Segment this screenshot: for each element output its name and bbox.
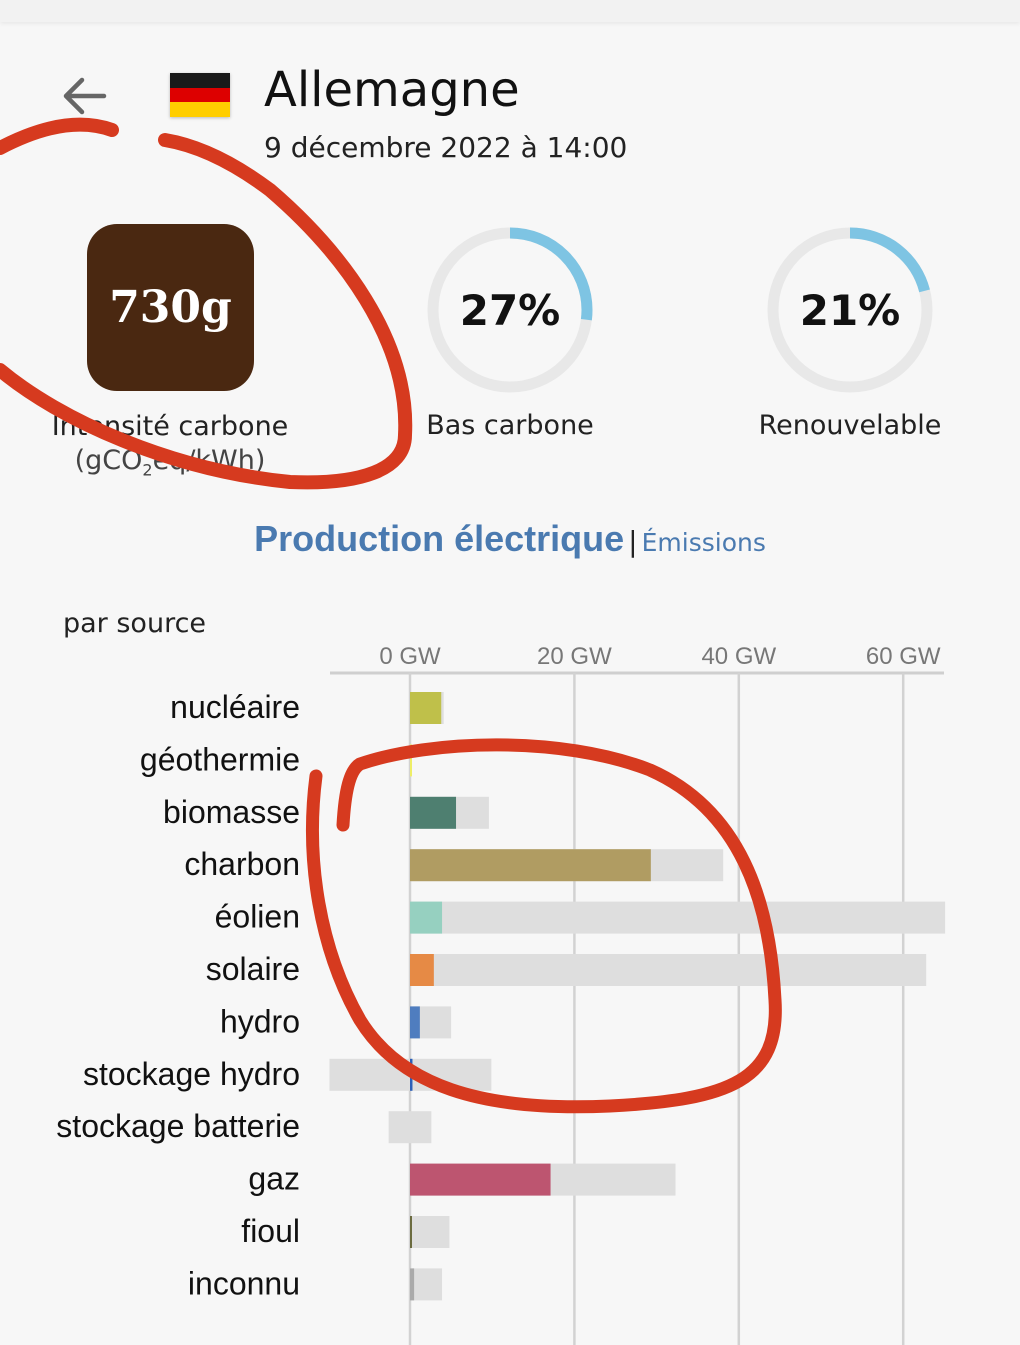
section-header: Production électrique | Émissions (0, 518, 1020, 560)
production-bar (410, 1216, 412, 1248)
tab-production[interactable]: Production électrique (254, 518, 625, 559)
category-label: inconnu (188, 1265, 300, 1301)
category-label: solaire (206, 951, 300, 987)
category-label: gaz (248, 1161, 300, 1197)
carbon-intensity-label-text: Intensité carbone (51, 411, 289, 442)
low-carbon-gauge[interactable]: 27% (425, 225, 595, 395)
capacity-bar (410, 954, 927, 986)
production-bar (410, 954, 434, 986)
capacity-bar (410, 1216, 450, 1248)
x-tick-label: 20 GW (537, 643, 612, 670)
carbon-intensity-unit: (gCO2eq/kWh) (74, 445, 266, 480)
production-bar (410, 744, 412, 777)
tab-emissions[interactable]: Émissions (641, 528, 766, 557)
production-bar (410, 849, 651, 882)
page-title: Allemagne (264, 62, 520, 118)
production-by-source-chart: 0 GW 20 GW 40 GW 60 GW nucléaire géothermie bi… (56, 643, 946, 1345)
flag-stripe-black (170, 73, 230, 88)
category-label: stockage hydro (83, 1056, 300, 1092)
production-bar (410, 692, 442, 724)
low-carbon-gauge-ring (427, 227, 593, 393)
status-bar-area (0, 0, 1020, 22)
production-bar (410, 1163, 551, 1196)
category-label: géothermie (140, 741, 300, 777)
carbon-intensity-label: Intensité carbone (gCO2eq/kWh) (0, 410, 340, 487)
flag-stripe-red (170, 87, 230, 103)
production-bar (410, 901, 443, 934)
renewable-label: Renouvelable (758, 410, 942, 441)
carbon-intensity-value: 730g (109, 282, 232, 333)
low-carbon-label: Bas carbone (426, 410, 594, 441)
production-bar (410, 1268, 415, 1301)
category-label: stockage batterie (56, 1108, 300, 1144)
x-tick-label: 60 GW (866, 643, 941, 670)
category-label: fioul (241, 1213, 300, 1249)
capacity-bar (388, 1111, 432, 1144)
renewable-gauge[interactable]: 21% (765, 225, 935, 395)
category-label: hydro (220, 1003, 300, 1039)
low-carbon-value: 27% (459, 285, 561, 335)
capacity-bar (410, 1268, 443, 1301)
category-label: charbon (184, 846, 300, 882)
chart-subtitle: par source (63, 608, 207, 639)
category-label: nucléaire (170, 689, 300, 725)
x-tick-label: 0 GW (379, 643, 441, 670)
tab-separator: | (628, 525, 638, 558)
renewable-value: 21% (799, 285, 901, 335)
back-button[interactable] (58, 70, 110, 122)
flag-stripe-gold (170, 102, 230, 117)
category-label: éolien (215, 899, 300, 935)
arrow-left-icon (63, 77, 107, 115)
production-bar (410, 1006, 420, 1039)
carbon-intensity-badge[interactable]: 730g (87, 224, 254, 391)
capacity-bar (410, 901, 946, 934)
category-label: biomasse (163, 794, 300, 830)
country-flag-icon (170, 73, 230, 117)
x-tick-label: 40 GW (701, 643, 776, 670)
production-bar (410, 1058, 413, 1091)
renewable-gauge-ring (767, 227, 933, 393)
datetime-label: 9 décembre 2022 à 14:00 (264, 131, 628, 164)
production-bar (410, 796, 457, 829)
